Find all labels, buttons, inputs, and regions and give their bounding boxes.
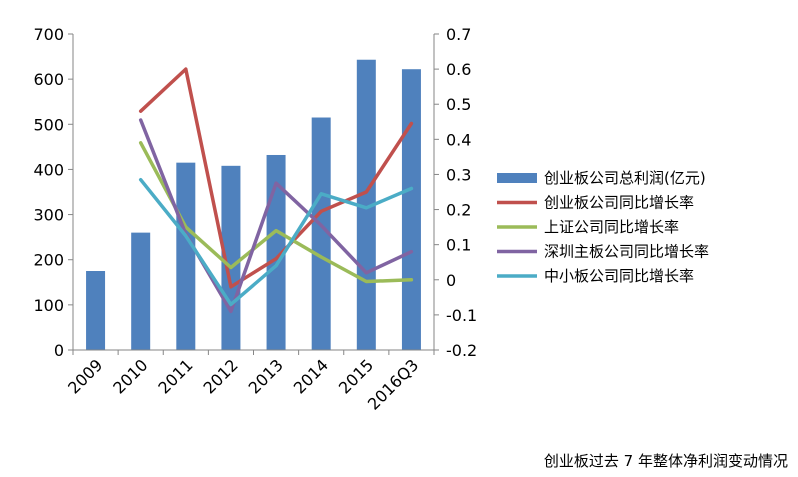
series-line-2 (138, 141, 414, 284)
x-tick-label: 2016Q3 (364, 355, 422, 413)
legend-label: 创业板公司同比增长率 (544, 194, 694, 212)
left-tick-label: 700 (33, 25, 64, 44)
x-tick-label: 2012 (200, 355, 242, 397)
legend-label: 创业板公司总利润(亿元) (544, 169, 706, 187)
x-tick-label: 2015 (335, 355, 377, 397)
left-tick-label: 100 (33, 296, 64, 315)
x-tick-label: 2011 (154, 355, 196, 397)
right-tick-label: 0.6 (446, 60, 471, 79)
x-tick-label: 2014 (290, 355, 332, 397)
x-tick-label: 2009 (64, 355, 106, 397)
legend-swatch-bar (497, 173, 537, 183)
right-tick-label: -0.1 (446, 306, 477, 325)
right-tick-label: 0.5 (446, 95, 471, 114)
right-tick-label: -0.2 (446, 341, 477, 360)
right-tick-label: 0.1 (446, 236, 471, 255)
legend-label: 深圳主板公司同比增长率 (544, 243, 709, 261)
chart-caption: 创业板过去 7 年整体净利润变动情况 (543, 452, 788, 470)
right-tick-label: 0.3 (446, 165, 471, 184)
bar-2010 (131, 232, 151, 350)
left-tick-label: 600 (33, 70, 64, 89)
left-tick-label: 300 (33, 206, 64, 225)
left-tick-label: 500 (33, 115, 64, 134)
right-tick-label: 0.2 (446, 201, 471, 220)
right-tick-label: 0.7 (446, 25, 471, 44)
x-tick-label: 2010 (109, 355, 151, 397)
bar-2014 (311, 117, 331, 350)
bar-2013 (266, 154, 286, 350)
line-series (138, 67, 414, 314)
left-tick-label: 400 (33, 160, 64, 179)
bar-2011 (176, 162, 196, 350)
left-tick-label: 0 (54, 341, 64, 360)
series-line-1 (138, 67, 414, 289)
legend-label: 上证公司同比增长率 (544, 218, 679, 236)
x-tick-label: 2013 (245, 355, 287, 397)
series-line-4 (138, 177, 414, 307)
left-tick-label: 200 (33, 251, 64, 270)
right-tick-label: 0.4 (446, 130, 471, 149)
bar-2016Q3 (401, 69, 421, 350)
legend: 创业板公司总利润(亿元) 创业板公司同比增长率上证公司同比增长率深圳主板公司同比增… (497, 169, 709, 285)
legend-label: 中小板公司同比增长率 (544, 267, 694, 285)
right-tick-label: 0 (446, 271, 456, 290)
bar-2009 (86, 271, 106, 350)
